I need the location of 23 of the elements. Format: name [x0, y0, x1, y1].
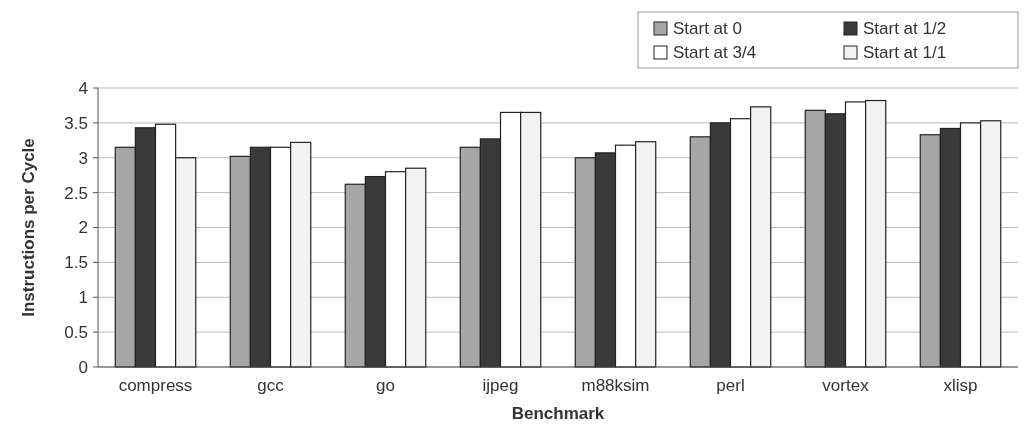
legend-label: Start at 0: [673, 18, 742, 38]
y-tick-label: 4: [78, 78, 88, 98]
y-tick-label: 1.5: [64, 253, 88, 273]
legend-label: Start at 1/2: [863, 18, 947, 38]
x-tick-label: gcc: [257, 376, 285, 395]
x-tick-label: go: [376, 376, 395, 395]
y-tick-label: 1: [78, 288, 88, 308]
y-axis-title: Instructions per Cycle: [19, 138, 38, 317]
y-tick-label: 0.5: [64, 323, 88, 343]
legend-label: Start at 3/4: [673, 42, 757, 62]
y-tick-label: 3.5: [64, 113, 88, 133]
y-tick-label: 0: [78, 357, 88, 377]
x-tick-label: ijpeg: [482, 376, 519, 395]
x-tick-label: m88ksim: [581, 376, 650, 395]
x-tick-label: compress: [118, 376, 193, 395]
y-tick-label: 2.5: [64, 183, 88, 203]
x-tick-label: vortex: [822, 376, 870, 395]
y-tick-label: 2: [78, 218, 88, 238]
legend-label: Start at 1/1: [863, 42, 947, 62]
x-tick-label: xlisp: [943, 376, 978, 395]
y-tick-label: 3: [78, 148, 88, 168]
x-axis-title: Benchmark: [511, 404, 605, 423]
x-tick-label: perl: [716, 376, 745, 395]
